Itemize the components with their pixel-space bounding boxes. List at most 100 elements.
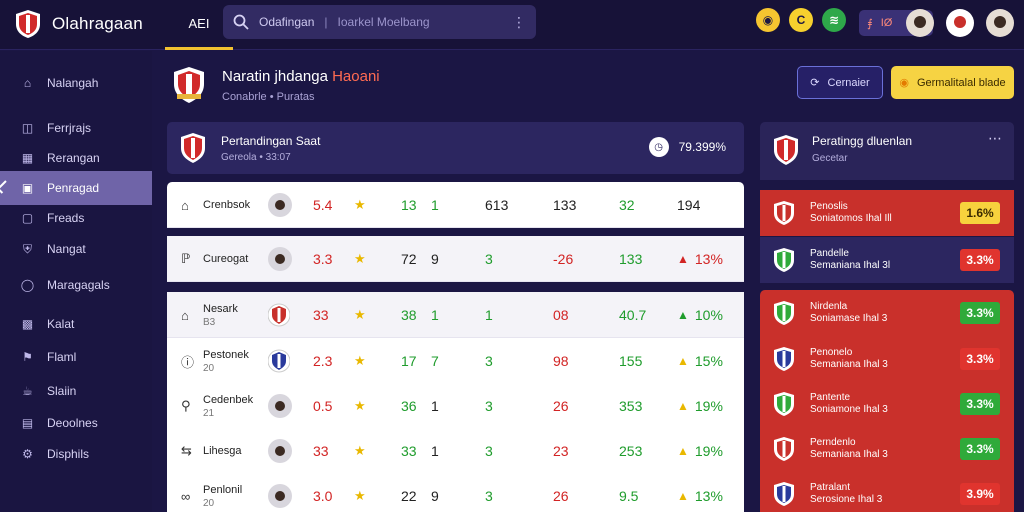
stat-value: 3 xyxy=(485,251,493,267)
table-row[interactable]: ℙ Cureogat 3.3 ★ 72 9 3 -26 133 ▲ 13% xyxy=(167,236,744,282)
stat-value: 22 xyxy=(401,488,417,504)
team-badge-icon xyxy=(774,201,794,225)
standing-card[interactable]: Perndenlo Semaniana Ihal 3 3.3% xyxy=(760,426,1014,472)
stat-value: 08 xyxy=(553,307,569,323)
player-name-text: Crenbsok xyxy=(203,199,251,211)
card-value: 3.3% xyxy=(966,306,994,320)
stat-value: 3 xyxy=(485,488,493,504)
table-row[interactable]: ⌂ Nesark B3 33 ★ 38 1 1 08 40.7 ▲ 10% xyxy=(167,292,744,338)
standing-card[interactable]: Pandelle Semaniana Ihal 3l 3.3% xyxy=(760,237,1014,283)
trend-up-icon: ▲ xyxy=(677,252,689,266)
profile-avatar[interactable] xyxy=(986,9,1014,37)
clock-icon: ◷ xyxy=(648,137,669,157)
sidebar-item-list[interactable]: ◫ Ferrjrajs xyxy=(0,113,152,143)
card-text: Perndenlo Semaniana Ihal 3 xyxy=(810,437,888,461)
user-avatar[interactable] xyxy=(906,9,934,37)
trend-text: 15% xyxy=(694,353,723,369)
bell-icon: ⨎ xyxy=(867,17,873,30)
team-badge-icon xyxy=(774,347,794,371)
sidebar-item-active[interactable]: ▣ Penragad xyxy=(0,171,152,205)
primary-button-label: Germalitalal blade xyxy=(916,76,1006,89)
player-avatar xyxy=(268,428,292,474)
stat-value: 32 xyxy=(619,197,635,213)
star-icon: ★ xyxy=(354,197,366,212)
doc-icon: ▩ xyxy=(21,317,34,331)
page-title-accent: Haoani xyxy=(332,67,380,85)
chart-icon: ℙ xyxy=(181,251,191,266)
trend-text: 19% xyxy=(694,443,723,459)
match-header[interactable]: Pertandingan Saat Gereola • 33:07 ◷ 79.3… xyxy=(167,122,744,174)
more-icon[interactable]: ⋯ xyxy=(988,130,1002,146)
card-value-pill: 3.3% xyxy=(960,348,1000,370)
stat-value: 40.7 xyxy=(619,307,647,323)
sidebar-item-label: Maragagals xyxy=(47,278,110,292)
standing-card[interactable]: Penoslis Soniatomos Ihal Ill 1.6% xyxy=(760,190,1014,236)
sidebar-item-home[interactable]: ⌂ Nalangah xyxy=(0,68,152,98)
sidebar-item-box[interactable]: ▢ Freads xyxy=(0,203,152,233)
player-name-text: Lihesga xyxy=(203,445,242,457)
search-bar[interactable]: Odafingan | Ioarkel Moelbang ⋮ xyxy=(223,5,536,39)
sidebar-item-archive[interactable]: ▤ Deoolnes xyxy=(0,408,152,438)
stat-value: 7 xyxy=(431,353,439,369)
tab-main[interactable]: AEI xyxy=(165,0,233,50)
team-badge-icon xyxy=(774,248,794,272)
club-avatar[interactable] xyxy=(946,9,974,37)
player-name-text: Cedenbek xyxy=(203,393,254,406)
table-row[interactable]: ⇆ Lihesga 33 ★ 33 1 3 23 253 ▲ 19% xyxy=(167,428,744,474)
standing-card[interactable]: Pantente Soniamone Ihal 3 3.3% xyxy=(760,381,1014,427)
brand[interactable]: Olahragaan xyxy=(14,9,143,39)
player-name: Cedenbek 21 xyxy=(203,383,253,429)
secondary-button[interactable]: ⟳ Cernaier xyxy=(797,66,883,99)
player-number: 20 xyxy=(203,362,215,374)
stat-value: 36 xyxy=(401,398,417,414)
coin-icon[interactable]: ◉ xyxy=(756,8,780,32)
standing-card[interactable]: Nirdenla Soniamase Ihal 3 3.3% xyxy=(760,290,1014,336)
search-query[interactable]: Odafingan xyxy=(259,15,315,29)
rating-value: 33 xyxy=(313,443,329,459)
club-badge xyxy=(268,338,290,384)
sidebar-item-shield[interactable]: ⛨ Nangat xyxy=(0,234,152,264)
player-name-text: Cureogat xyxy=(203,253,249,265)
stat-value: 194 xyxy=(677,197,701,213)
sidebar-item-grid[interactable]: ▦ Rerangan xyxy=(0,143,152,173)
sidebar-item-flag[interactable]: ⚑ Flaml xyxy=(0,342,152,372)
player-table: ⌂ Crenbsok 5.4 ★ 13 1 613 133 32 194 ℙ C… xyxy=(167,182,744,512)
sidebar-item-doc[interactable]: ▩ Kalat xyxy=(0,309,152,339)
sidebar-item-label: Nalangah xyxy=(47,76,99,90)
sidebar-item-globe[interactable]: ◯ Maragagals xyxy=(0,270,152,300)
table-row[interactable]: ∞ Penlonil 20 3.0 ★ 22 9 3 26 9.5 ▲ 13% xyxy=(167,473,744,512)
refresh-icon: ⟳ xyxy=(810,77,820,89)
app-name: Olahragaan xyxy=(52,14,143,33)
table-row[interactable]: ⌂ Crenbsok 5.4 ★ 13 1 613 133 32 194 xyxy=(167,182,744,228)
stat-value: 133 xyxy=(619,251,643,267)
top-bar: Olahragaan AEI Odafingan | Ioarkel Moelb… xyxy=(0,0,1024,50)
sidebar-item-settings[interactable]: ⚙ Disphils xyxy=(0,439,152,469)
trend-up-icon: ▲ xyxy=(677,308,689,322)
page-title: Naratin jhdanga Haoani xyxy=(222,68,380,85)
card-team: Nirdenla xyxy=(810,301,848,312)
sidebar-item-cup[interactable]: ☕ Slaiin xyxy=(0,376,152,406)
search-placeholder[interactable]: Ioarkel Moelbang xyxy=(337,15,430,29)
table-row[interactable]: ⓘ Pestonek 20 2.3 ★ 17 7 3 98 155 ▲ 15% xyxy=(167,338,744,384)
match-subtitle: Gereola • 33:07 xyxy=(221,151,291,163)
stats-icon[interactable]: ≋ xyxy=(822,8,846,32)
stat-value: 26 xyxy=(553,488,569,504)
trend-value: ▲ 13% xyxy=(677,473,723,512)
table-row[interactable]: ⚲ Cedenbek 21 0.5 ★ 36 1 3 26 353 ▲ 19% xyxy=(167,383,744,429)
sidebar: ⌂ Nalangah ◫ Ferrjrajs ▦ Rerangan ▣ Penr… xyxy=(0,51,152,512)
sidebar-item-label: Freads xyxy=(47,211,85,225)
kebab-icon[interactable]: ⋮ xyxy=(512,13,526,30)
home-icon: ⌂ xyxy=(181,307,189,323)
sidebar-item-label: Rerangan xyxy=(47,151,100,165)
primary-button[interactable]: ◉ Germalitalal blade xyxy=(891,66,1014,99)
team-shield-icon xyxy=(774,135,798,165)
card-team: Pantente xyxy=(810,392,851,403)
trend-value: ▲ 19% xyxy=(677,428,723,474)
standing-card[interactable]: Penonelo Semaniana Ihal 3 3.3% xyxy=(760,336,1014,382)
shield-icon: ⛨ xyxy=(22,241,32,256)
club-crest-icon xyxy=(174,67,204,103)
trend-value: ▲ 10% xyxy=(677,292,723,338)
standing-card[interactable]: Patralant Serosione Ihal 3 3.9% xyxy=(760,471,1014,512)
match-value: 79.399% xyxy=(678,140,726,154)
currency-icon[interactable]: C xyxy=(789,8,813,32)
